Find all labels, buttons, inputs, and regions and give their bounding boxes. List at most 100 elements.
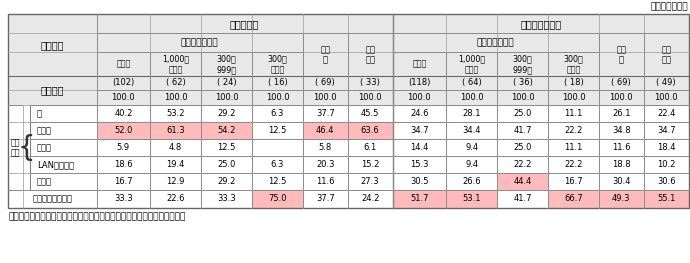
Bar (348, 33, 393, 76)
Bar (303, 105, 348, 122)
Bar (201, 52, 252, 76)
Text: 22.2: 22.2 (513, 160, 532, 169)
Text: 10.2: 10.2 (657, 160, 676, 169)
Text: 製造
業: 製造 業 (320, 45, 331, 64)
Bar (644, 105, 689, 122)
Bar (548, 90, 599, 105)
Text: 20.3: 20.3 (316, 160, 335, 169)
Text: 34.4: 34.4 (462, 126, 481, 135)
Bar (97, 190, 150, 208)
Bar (252, 156, 303, 173)
Text: 54.2: 54.2 (217, 126, 236, 135)
Text: 22.4: 22.4 (657, 109, 676, 118)
Bar (97, 90, 150, 105)
Bar (599, 190, 644, 208)
Text: LANケーブル: LANケーブル (37, 160, 74, 169)
Text: 100.0: 100.0 (609, 93, 633, 102)
Bar (348, 76, 393, 90)
Text: ( 24): ( 24) (217, 78, 237, 88)
Bar (497, 190, 548, 208)
Text: 27.3: 27.3 (361, 177, 380, 186)
Bar (644, 90, 689, 105)
Text: ( 49): ( 49) (656, 78, 676, 88)
Bar (548, 156, 599, 173)
Text: 100.0: 100.0 (266, 93, 289, 102)
Bar (599, 33, 644, 76)
Bar (446, 173, 497, 190)
Bar (97, 76, 150, 90)
Bar (201, 76, 252, 90)
Bar (548, 52, 599, 76)
Bar (446, 76, 497, 90)
Bar (150, 52, 201, 76)
Text: 100.0: 100.0 (164, 93, 188, 102)
Text: 45.5: 45.5 (361, 109, 380, 118)
Text: 28.1: 28.1 (462, 109, 481, 118)
Text: 18.4: 18.4 (657, 143, 676, 152)
Text: 100.0: 100.0 (511, 93, 534, 102)
Text: 11.6: 11.6 (612, 143, 631, 152)
Text: 25.0: 25.0 (513, 143, 532, 152)
Text: 19.4: 19.4 (166, 160, 185, 169)
Text: 18.6: 18.6 (114, 160, 132, 169)
Text: 11.1: 11.1 (564, 143, 582, 152)
Bar (30, 139, 97, 156)
Bar (97, 105, 150, 122)
Bar (201, 105, 252, 122)
Bar (201, 156, 252, 173)
Text: 6.3: 6.3 (270, 160, 284, 169)
Bar (348, 90, 393, 105)
Bar (393, 52, 446, 76)
Bar (150, 139, 201, 156)
Bar (252, 173, 303, 190)
Text: 300～
999人: 300～ 999人 (513, 54, 533, 74)
Bar (252, 190, 303, 208)
Text: 66.7: 66.7 (564, 194, 583, 204)
Text: 100.0: 100.0 (562, 93, 585, 102)
Bar (303, 33, 348, 76)
Text: 非製
造業: 非製 造業 (661, 45, 671, 64)
Text: 1,000人
以　上: 1,000人 以 上 (458, 54, 485, 74)
Bar (303, 156, 348, 173)
Text: ベッド: ベッド (37, 126, 52, 135)
Text: 5.8: 5.8 (319, 143, 332, 152)
Bar (97, 122, 150, 139)
Text: 15.2: 15.2 (361, 160, 380, 169)
Text: 区　　分: 区 分 (41, 40, 64, 50)
Bar (97, 173, 150, 190)
Bar (446, 139, 497, 156)
Text: 全　　産　　業: 全 産 業 (477, 38, 515, 47)
Text: 29.2: 29.2 (217, 109, 236, 118)
Bar (599, 76, 644, 90)
Bar (303, 76, 348, 90)
Text: 6.1: 6.1 (364, 143, 377, 152)
Bar (497, 122, 548, 139)
Bar (348, 105, 393, 122)
Bar (252, 105, 303, 122)
Text: 34.7: 34.7 (657, 126, 676, 135)
Text: 22.2: 22.2 (564, 126, 582, 135)
Bar (201, 122, 252, 139)
Bar (348, 122, 393, 139)
Bar (150, 156, 201, 173)
Text: 300人
未　満: 300人 未 満 (564, 54, 583, 74)
Bar (303, 139, 348, 156)
Text: 75.0: 75.0 (268, 194, 287, 204)
Bar (393, 173, 446, 190)
Bar (252, 76, 303, 90)
Text: ( 18): ( 18) (564, 78, 583, 88)
Text: 40.2: 40.2 (114, 109, 132, 118)
Bar (548, 105, 599, 122)
Text: 37.7: 37.7 (316, 194, 335, 204)
Bar (446, 156, 497, 173)
Text: 100.0: 100.0 (215, 93, 238, 102)
Text: 29.2: 29.2 (217, 177, 236, 186)
Bar (446, 52, 497, 76)
Bar (252, 139, 303, 156)
Bar (644, 122, 689, 139)
Bar (599, 173, 644, 190)
Bar (303, 190, 348, 208)
Text: ( 69): ( 69) (611, 78, 631, 88)
Text: ( 33): ( 33) (360, 78, 380, 88)
Text: 16.7: 16.7 (114, 177, 132, 186)
